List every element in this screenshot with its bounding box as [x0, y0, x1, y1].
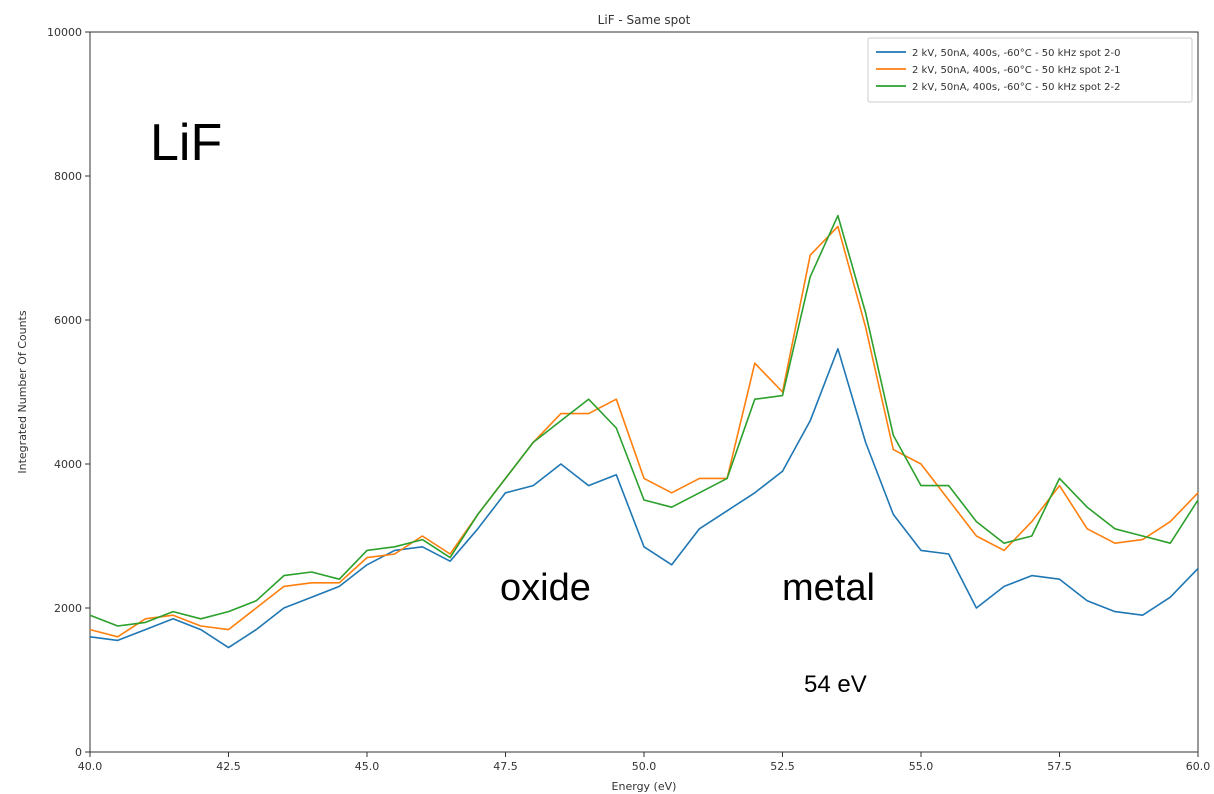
annotation-energy: 54 eV [804, 671, 867, 698]
legend-label-1: 2 kV, 50nA, 400s, -60°C - 50 kHz spot 2-… [912, 65, 1120, 76]
legend: 2 kV, 50nA, 400s, -60°C - 50 kHz spot 2-… [867, 37, 1193, 103]
y-axis-label: Integrated Number Of Counts [16, 310, 29, 473]
x-tick-label: 52.5 [770, 760, 795, 773]
series-line-2 [89, 214, 1199, 627]
y-axis-ticks: 0 2000 4000 6000 8000 10000 [47, 26, 90, 759]
x-axis-ticks: 40.0 42.5 45.0 47.5 50.0 52.5 55.0 57.5 60.0 [78, 752, 1211, 773]
x-tick-label: 47.5 [493, 760, 518, 773]
x-tick-label: 57.5 [1047, 760, 1072, 773]
legend-box [867, 37, 1193, 103]
x-tick-label: 50.0 [632, 760, 657, 773]
y-tick-label: 4000 [54, 458, 82, 471]
legend-label-2: 2 kV, 50nA, 400s, -60°C - 50 kHz spot 2-… [912, 82, 1120, 93]
y-tick-label: 6000 [54, 314, 82, 327]
x-tick-label: 60.0 [1186, 760, 1211, 773]
x-tick-label: 42.5 [216, 760, 241, 773]
y-tick-label: 8000 [54, 170, 82, 183]
plot-area [89, 31, 1199, 753]
series-line-0 [89, 347, 1199, 649]
y-tick-label: 2000 [54, 602, 82, 615]
x-tick-label: 40.0 [78, 760, 103, 773]
annotation-oxide: oxide [500, 567, 591, 609]
annotation-metal: metal [782, 567, 875, 609]
y-tick-label: 10000 [47, 26, 82, 39]
chart-title: LiF - Same spot [598, 13, 691, 27]
series-lines [89, 214, 1199, 649]
annotation-material: LiF [150, 114, 222, 172]
legend-label-0: 2 kV, 50nA, 400s, -60°C - 50 kHz spot 2-… [912, 48, 1120, 59]
x-tick-label: 55.0 [909, 760, 934, 773]
x-tick-label: 45.0 [355, 760, 380, 773]
x-axis-label: Energy (eV) [612, 780, 677, 793]
y-tick-label: 0 [75, 746, 82, 759]
